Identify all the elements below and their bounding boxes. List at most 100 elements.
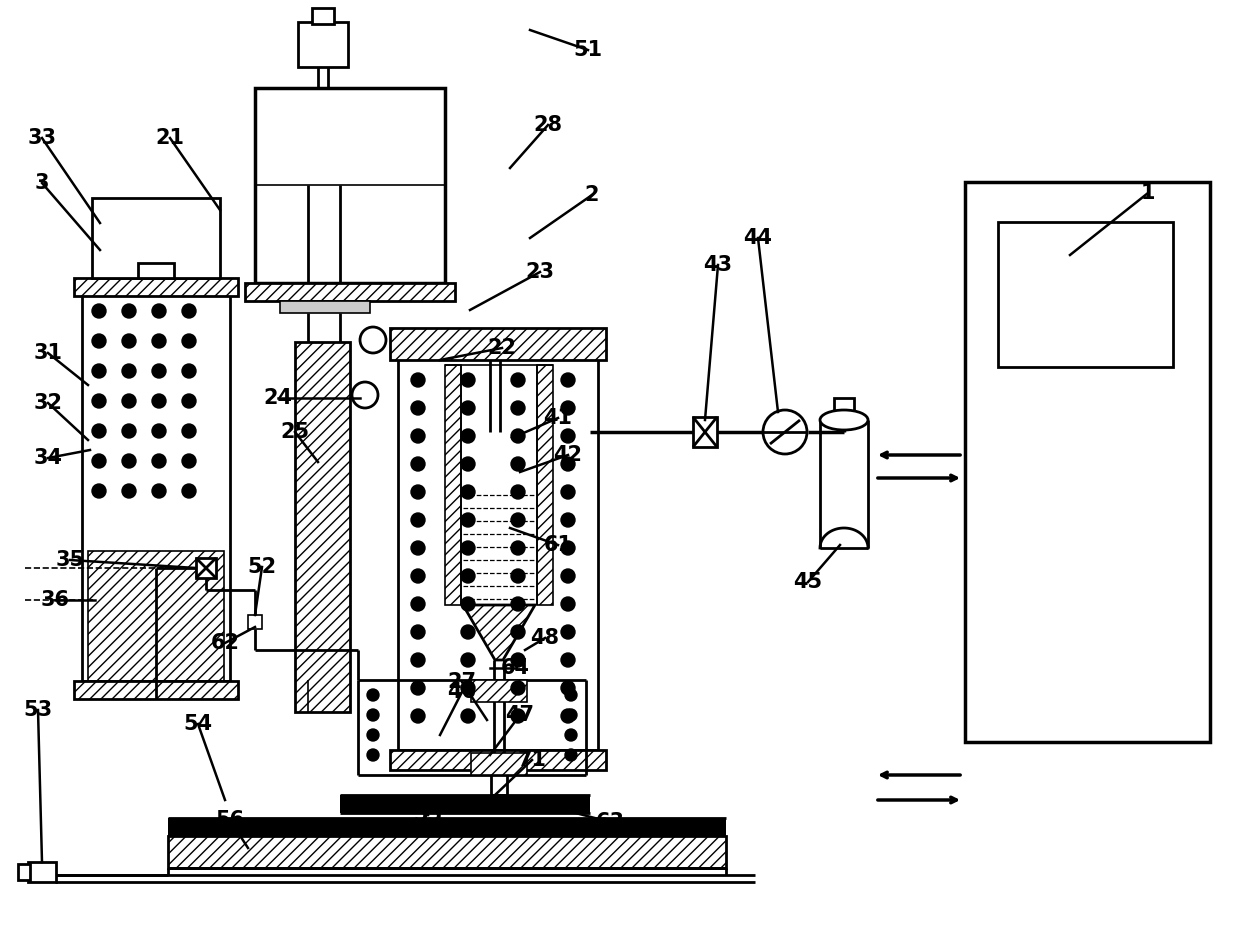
Circle shape: [153, 424, 166, 438]
Circle shape: [511, 513, 525, 527]
Circle shape: [560, 681, 575, 695]
Circle shape: [367, 709, 379, 721]
Text: 33: 33: [27, 128, 57, 148]
Text: 42: 42: [553, 445, 583, 465]
Bar: [693, 417, 717, 447]
Text: 3: 3: [35, 173, 50, 193]
Text: 61: 61: [543, 535, 573, 555]
Text: 22: 22: [487, 338, 517, 358]
Text: 23: 23: [526, 262, 554, 282]
Circle shape: [461, 653, 475, 667]
Circle shape: [511, 597, 525, 611]
Circle shape: [461, 429, 475, 443]
Circle shape: [182, 364, 196, 378]
Text: 45: 45: [794, 572, 822, 592]
Bar: [537, 365, 553, 605]
Circle shape: [92, 484, 105, 498]
Text: 54: 54: [184, 714, 212, 734]
Circle shape: [360, 327, 386, 353]
Text: 56: 56: [216, 810, 244, 830]
Bar: [167, 818, 725, 836]
Text: 28: 28: [533, 115, 563, 135]
Text: 55: 55: [413, 805, 443, 825]
Circle shape: [182, 454, 196, 468]
Bar: [965, 182, 1210, 742]
Bar: [196, 558, 216, 578]
Circle shape: [461, 709, 475, 723]
Circle shape: [182, 424, 196, 438]
Circle shape: [92, 334, 105, 348]
Text: 71: 71: [517, 750, 547, 770]
Circle shape: [461, 597, 475, 611]
Circle shape: [560, 373, 575, 387]
Text: 36: 36: [41, 590, 69, 610]
Bar: [74, 278, 238, 296]
Text: 63: 63: [595, 812, 625, 832]
Circle shape: [92, 394, 105, 408]
Bar: [445, 365, 461, 605]
Bar: [312, 8, 334, 24]
Circle shape: [410, 541, 425, 555]
Circle shape: [511, 485, 525, 499]
Bar: [255, 88, 445, 283]
Circle shape: [461, 513, 475, 527]
Circle shape: [122, 454, 136, 468]
Circle shape: [511, 429, 525, 443]
Text: 35: 35: [56, 550, 84, 570]
Text: 27: 27: [448, 672, 476, 692]
Circle shape: [560, 709, 575, 723]
Circle shape: [122, 484, 136, 498]
Bar: [246, 283, 455, 301]
Circle shape: [92, 364, 105, 378]
Circle shape: [122, 364, 136, 378]
Circle shape: [461, 485, 475, 499]
Text: 25: 25: [280, 422, 310, 442]
Bar: [167, 836, 725, 868]
Circle shape: [511, 373, 525, 387]
Circle shape: [511, 401, 525, 415]
Circle shape: [122, 334, 136, 348]
Circle shape: [560, 541, 575, 555]
Circle shape: [153, 334, 166, 348]
Ellipse shape: [820, 410, 868, 430]
Circle shape: [560, 625, 575, 639]
Circle shape: [92, 424, 105, 438]
Text: 44: 44: [744, 228, 773, 248]
Circle shape: [560, 457, 575, 471]
Circle shape: [511, 653, 525, 667]
Text: 43: 43: [703, 255, 733, 275]
Circle shape: [560, 513, 575, 527]
Bar: [391, 750, 606, 770]
Bar: [138, 263, 174, 278]
Circle shape: [122, 424, 136, 438]
Circle shape: [153, 304, 166, 318]
Circle shape: [461, 681, 475, 695]
Bar: [92, 198, 219, 278]
Circle shape: [511, 681, 525, 695]
Circle shape: [410, 597, 425, 611]
Circle shape: [461, 401, 475, 415]
Circle shape: [461, 541, 475, 555]
Text: 48: 48: [531, 628, 559, 648]
Circle shape: [560, 597, 575, 611]
Bar: [835, 398, 854, 420]
Circle shape: [560, 653, 575, 667]
Circle shape: [763, 410, 807, 454]
Circle shape: [410, 569, 425, 583]
Circle shape: [410, 373, 425, 387]
Circle shape: [565, 709, 577, 721]
Bar: [471, 753, 527, 775]
Polygon shape: [463, 605, 534, 660]
Bar: [280, 301, 370, 313]
Circle shape: [511, 625, 525, 639]
Circle shape: [560, 569, 575, 583]
Circle shape: [352, 382, 378, 408]
Text: 1: 1: [1141, 183, 1156, 203]
Circle shape: [461, 625, 475, 639]
Circle shape: [410, 429, 425, 443]
Bar: [298, 22, 348, 67]
Text: 52: 52: [248, 557, 277, 577]
Text: 2: 2: [585, 185, 599, 205]
Text: 32: 32: [33, 393, 62, 413]
Circle shape: [511, 569, 525, 583]
